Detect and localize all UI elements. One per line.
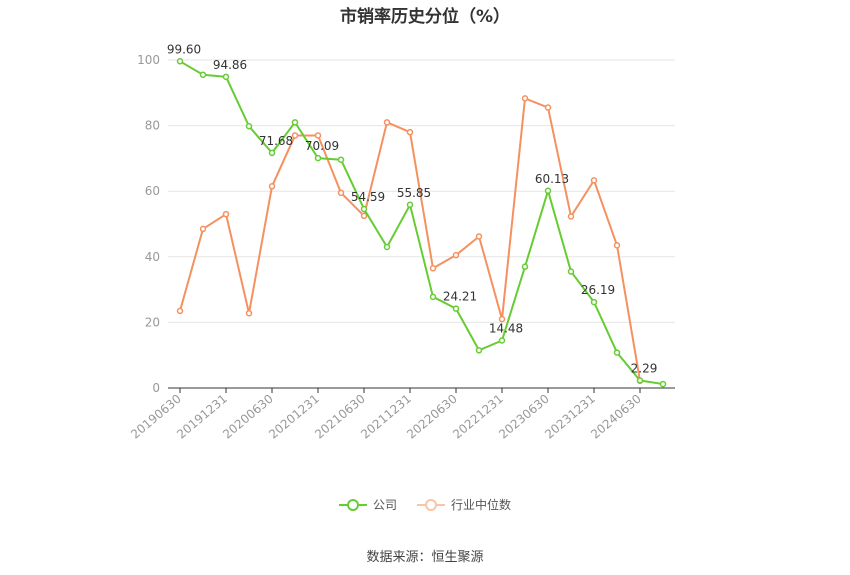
x-tick-label-20200630: 20200630 (220, 392, 276, 442)
legend: 公司 行业中位数 (0, 496, 850, 513)
data-source-note: 数据来源：恒生聚源 (366, 550, 484, 565)
point-industry-20190930 (199, 225, 207, 233)
point-industry-20240331 (613, 242, 621, 249)
data-label-20231231: 26.19 (581, 283, 615, 297)
x-tick-label-20240630: 20240630 (588, 392, 644, 442)
series-layer (176, 58, 667, 388)
data-label-20230630: 60.13 (535, 172, 569, 186)
legend-item-company[interactable]: 公司 (338, 496, 397, 513)
data-labels: 99.60 94.86 71.68 70.09 54.59 55.85 24.21 14.48… (167, 42, 658, 375)
data-label-20190630: 99.60 (167, 42, 201, 56)
y-axis-ticks: 0 20 40 60 80 100 (137, 53, 160, 395)
legend-company-marker (338, 498, 367, 512)
data-label-20191231: 94.86 (213, 58, 247, 72)
data-label-20200630: 71.68 (259, 134, 293, 148)
data-label-20201231: 70.09 (305, 139, 339, 153)
legend-company-label: 公司 (372, 498, 397, 512)
point-company-20220630 (452, 305, 460, 312)
x-tick-label-20190630: 20190630 (128, 392, 184, 442)
point-industry-20230331 (521, 95, 529, 102)
data-label-20221231: 14.48 (489, 322, 523, 336)
x-tick-label-20201231: 20201231 (266, 392, 322, 442)
point-company-20231231 (590, 298, 598, 306)
point-industry-20201231 (314, 132, 322, 139)
point-industry-20220630 (452, 251, 460, 259)
point-company-20210331 (337, 156, 345, 163)
series-line-company (179, 60, 664, 386)
x-tick-label-20211231: 20211231 (358, 392, 414, 442)
data-label-20211231: 55.85 (397, 186, 431, 200)
point-industry-20210630 (360, 212, 368, 220)
x-tick-label-20191231: 20191231 (174, 392, 230, 442)
point-company-20230630 (544, 187, 552, 195)
y-tick-label-60: 60 (145, 184, 160, 198)
point-company-20190930 (199, 71, 207, 79)
point-company-20221231 (498, 337, 506, 344)
point-company-20200331 (245, 123, 253, 130)
point-industry-20190630 (176, 307, 184, 315)
data-label-20240630: 2.29 (631, 361, 658, 375)
y-tick-label-80: 80 (145, 119, 160, 133)
data-label-20220630: 24.21 (443, 290, 477, 304)
point-company-20200630 (268, 149, 276, 157)
point-company-20230930 (567, 268, 575, 275)
point-industry-20211231 (406, 128, 414, 136)
legend-industry-label: 行业中位数 (451, 498, 512, 512)
point-company-20230331 (521, 263, 529, 270)
chart-title: 市销率历史分位（%） (339, 7, 511, 27)
point-company-20191231 (222, 73, 230, 81)
x-tick-label-20210630: 20210630 (312, 392, 368, 442)
point-company-20240630 (636, 377, 644, 384)
point-company-20220930 (475, 347, 483, 354)
point-industry-20210930 (383, 119, 391, 126)
point-industry-20230630 (544, 104, 552, 111)
point-industry-20220930 (475, 233, 483, 240)
y-tick-label-20: 20 (145, 315, 160, 329)
x-tick-label-20221231: 20221231 (450, 392, 506, 442)
point-company-20220331 (429, 293, 437, 301)
point-industry-20231231 (590, 177, 598, 184)
data-label-20210630: 54.59 (351, 190, 385, 204)
point-company-20240331 (613, 349, 621, 356)
point-industry-20221231 (498, 315, 506, 323)
point-company-20240930 (659, 380, 667, 388)
point-company-20211231 (406, 201, 414, 209)
grid-lines (168, 59, 675, 323)
point-industry-20200331 (245, 309, 253, 317)
x-tick-label-20230630: 20230630 (496, 392, 552, 442)
y-tick-label-40: 40 (145, 250, 160, 264)
point-company-20210930 (383, 243, 391, 251)
point-company-20200930 (291, 119, 299, 126)
point-industry-20200930 (291, 132, 299, 139)
x-tick-label-20220630: 20220630 (404, 392, 460, 442)
series-line-industry (179, 97, 641, 381)
legend-industry-marker (417, 498, 445, 512)
point-industry-20200630 (268, 183, 276, 190)
x-axis: 2019063020191231202006302020123120210630… (128, 387, 675, 442)
x-tick-label-20231231: 20231231 (542, 392, 598, 442)
y-tick-label-0: 0 (152, 381, 160, 395)
point-industry-20220331 (429, 265, 437, 272)
point-company-20210630 (360, 205, 368, 213)
point-company-20201231 (314, 154, 322, 162)
point-industry-20191231 (222, 210, 230, 218)
y-tick-label-100: 100 (137, 53, 160, 67)
point-company-20190630 (176, 58, 184, 65)
legend-item-industry[interactable]: 行业中位数 (417, 496, 511, 513)
point-industry-20210331 (337, 189, 345, 197)
point-industry-20230930 (567, 213, 575, 220)
